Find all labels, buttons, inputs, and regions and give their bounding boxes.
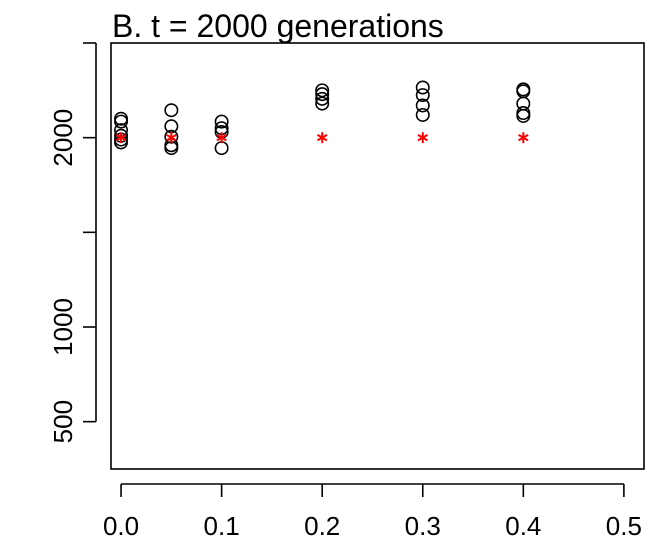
data-point [315, 87, 330, 102]
x-tick-label: 0.1 [204, 511, 240, 541]
y-tick-label: 1000 [48, 298, 78, 356]
reference-point [115, 132, 127, 144]
plot-area [110, 42, 645, 470]
data-point [114, 111, 129, 126]
y-axis: 500 1000 2000 [48, 42, 97, 443]
data-point [164, 103, 179, 118]
data-point [114, 114, 129, 129]
data-point [516, 106, 531, 121]
data-point [164, 141, 179, 156]
data-point [415, 88, 430, 103]
y-tick-label: 2000 [48, 109, 78, 167]
data-point [415, 98, 430, 113]
x-axis: 0.0 0.1 0.2 0.3 0.4 0.5 [103, 483, 642, 541]
x-tick-label: 0.3 [405, 511, 441, 541]
reference-point [518, 132, 529, 144]
data-point [315, 96, 330, 111]
data-point [214, 141, 229, 156]
y-tick-label: 500 [48, 400, 78, 443]
chart-title: B. t = 2000 generations [112, 8, 444, 44]
data-point [415, 80, 430, 95]
x-tick-label: 0.2 [304, 511, 340, 541]
reference-point [216, 132, 227, 144]
reference-point [316, 132, 328, 144]
data-point [315, 83, 330, 98]
data-marks [114, 80, 531, 156]
reference-point [166, 132, 177, 144]
data-point [214, 114, 229, 129]
data-point [315, 91, 330, 106]
data-point [415, 107, 430, 122]
x-tick-label: 0.5 [606, 511, 642, 541]
x-tick-label: 0.0 [103, 511, 139, 541]
data-point [516, 108, 531, 123]
x-tick-label: 0.4 [505, 511, 541, 541]
reference-point [417, 132, 429, 144]
